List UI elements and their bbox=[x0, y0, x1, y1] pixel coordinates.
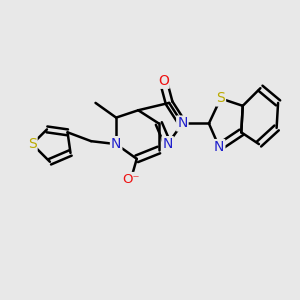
Text: O⁻: O⁻ bbox=[122, 173, 140, 186]
Text: N: N bbox=[163, 137, 173, 151]
Text: N: N bbox=[177, 116, 188, 130]
Text: O: O bbox=[158, 74, 169, 88]
Text: S: S bbox=[216, 92, 225, 106]
Text: N: N bbox=[111, 137, 121, 151]
Text: S: S bbox=[28, 137, 37, 151]
Text: N: N bbox=[214, 140, 224, 154]
